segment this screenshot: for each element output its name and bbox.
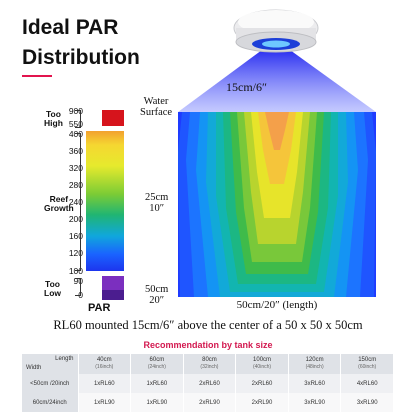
reef-growth-label: Reef Growth <box>44 194 74 213</box>
par-tick: 200 <box>68 214 83 224</box>
table-cell: 1xRL90 <box>130 393 184 412</box>
heading-underline <box>22 75 52 77</box>
par-tick: 240 <box>68 197 83 207</box>
column-header: 150cm (60inch) <box>340 354 394 374</box>
table-cell: 2xRL90 <box>235 393 289 412</box>
water-surface-label: Water Surface <box>140 96 173 118</box>
table-cell: 3xRL60 <box>288 374 342 393</box>
par-tick: 360 <box>68 146 83 156</box>
par-tick: 400 <box>68 129 83 139</box>
table-row: 60cm/24inch 1xRL90 1xRL90 2xRL90 2xRL90 … <box>22 393 394 412</box>
column-header: 60cm (24inch) <box>130 354 184 374</box>
diagram-caption: RL60 mounted 15cm/6″ above the center of… <box>53 318 363 332</box>
table-cell: 1xRL90 <box>78 393 132 412</box>
par-tick: 120 <box>68 248 83 258</box>
recommendation-table: Length Width 40cm (16inch) 60cm (24inch) 8… <box>22 354 394 412</box>
corner-length-label: Length <box>55 356 74 362</box>
corner-width-label: Width <box>26 365 42 371</box>
table-row: <50cm /20inch 1xRL60 1xRL60 2xRL60 2xRL6… <box>22 374 394 393</box>
mid-depth-label: 25cm 10″ <box>145 192 169 214</box>
lamp-height-label: 15cm/6″ <box>226 80 267 94</box>
table-cell: 2xRL60 <box>183 374 237 393</box>
too-low-brace <box>75 278 81 296</box>
table-cell: 1xRL60 <box>130 374 184 393</box>
par-tick: 280 <box>68 180 83 190</box>
too-high-label: Too High <box>44 109 63 128</box>
table-cell: 3xRL90 <box>340 393 394 412</box>
table-corner-cell: Length Width <box>22 354 79 374</box>
table-cell: 1xRL60 <box>78 374 132 393</box>
par-tick: 320 <box>68 163 83 173</box>
table-header-row: Length Width 40cm (16inch) 60cm (24inch) 8… <box>22 354 394 374</box>
par-heatmap <box>178 112 376 297</box>
length-label: 50cm/20″ (length) <box>236 299 318 311</box>
too-high-brace <box>75 110 81 128</box>
par-tick: 100 <box>68 266 83 276</box>
column-header: 80cm (32inch) <box>183 354 237 374</box>
reef-light-fixture-icon <box>233 9 319 53</box>
par-color-scale <box>86 110 124 300</box>
par-tick: 160 <box>68 231 83 241</box>
column-header: 40cm (16inch) <box>78 354 132 374</box>
table-cell: 2xRL90 <box>183 393 237 412</box>
heading-line-1: Ideal PAR <box>22 16 119 39</box>
par-tick: 550 <box>68 119 83 129</box>
heading-line-2: Distribution <box>22 46 140 69</box>
par-scale-label: PAR <box>88 302 111 314</box>
column-header: 120cm (48inch) <box>288 354 342 374</box>
table-cell: 4xRL60 <box>340 374 394 393</box>
reef-growth-brace <box>75 133 81 271</box>
par-tick: 900 <box>68 106 83 116</box>
table-cell: 3xRL90 <box>288 393 342 412</box>
too-low-label: Too Low <box>44 279 61 298</box>
recommendation-title: Recommendation by tank size <box>143 340 273 350</box>
table-cell: 2xRL60 <box>235 374 289 393</box>
column-header: 100cm (40inch) <box>235 354 289 374</box>
bottom-depth-label: 50cm 20″ <box>145 284 169 306</box>
row-width-cell: 60cm/24inch <box>22 393 79 412</box>
row-width-cell: <50cm /20inch <box>22 374 79 393</box>
par-tick: 90 <box>73 276 83 286</box>
